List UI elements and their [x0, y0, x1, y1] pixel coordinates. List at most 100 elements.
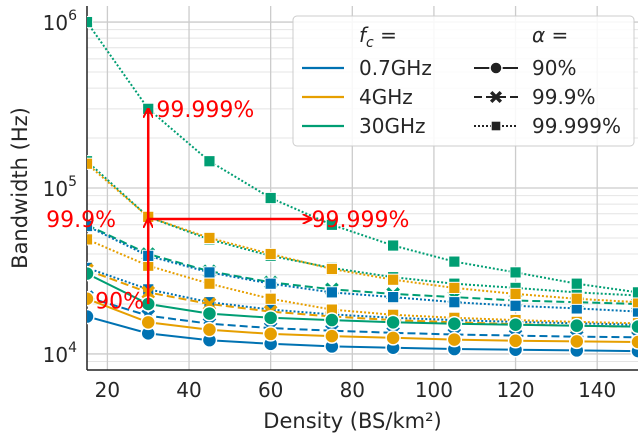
series-line [87, 269, 638, 328]
data-point [387, 239, 400, 252]
data-point [203, 155, 216, 168]
legend-reliability-label: 90% [532, 56, 576, 80]
data-point [264, 191, 277, 205]
data-point [264, 292, 277, 305]
data-point [385, 314, 401, 331]
legend-frequency-label: 4GHz [359, 85, 413, 109]
data-point [385, 330, 401, 346]
data-point [264, 247, 277, 261]
y-tick-base: 10 [43, 11, 68, 35]
y-tick-base: 10 [43, 177, 68, 201]
data-point [87, 233, 94, 246]
data-point [630, 318, 638, 335]
data-point [201, 305, 218, 322]
series-group [87, 15, 638, 359]
data-point [507, 333, 524, 349]
data-point [203, 266, 216, 279]
series-line [87, 297, 638, 343]
legend-box [292, 15, 635, 147]
series [87, 265, 638, 335]
data-point [87, 219, 94, 233]
y-axis-label: Bandwidth (Hz) [8, 107, 32, 269]
y-tick-exponent: 4 [68, 340, 77, 356]
legend-frequency-label: 30GHz [359, 114, 425, 138]
data-point [87, 291, 95, 307]
data-point [570, 292, 583, 305]
legend-reliability-label: 99.999% [532, 114, 621, 138]
annotations: 99.999% 99.9% 99.999% 90% [46, 98, 409, 315]
x-tick-label: 20 [95, 378, 120, 402]
x-tick-label: 80 [340, 378, 365, 402]
data-point [325, 218, 338, 231]
data-point [489, 61, 503, 75]
series [87, 291, 638, 350]
legend: fc = α = 0.7GHz 4GHz 30GHz 90% 99.9% 99.999% [292, 15, 635, 147]
data-point [630, 334, 638, 350]
series-line [87, 266, 638, 326]
y-tick-label: 106 [43, 8, 77, 35]
data-point [325, 262, 338, 276]
data-point [201, 321, 218, 338]
data-point [489, 90, 503, 104]
legend-reliability-label: 99.9% [532, 85, 596, 109]
legend-alpha-header: α = [532, 23, 568, 47]
data-point [324, 312, 340, 328]
annotation-label: 99.9% [46, 208, 116, 233]
data-point [570, 277, 583, 290]
data-point [509, 299, 522, 312]
data-point [509, 266, 522, 279]
y-tick-exponent: 6 [68, 8, 77, 24]
data-point [324, 328, 340, 344]
x-axis-label: Density (BS/km²) [263, 409, 441, 433]
data-point [569, 333, 585, 350]
data-point [325, 286, 338, 299]
data-point [140, 314, 156, 331]
data-point [203, 277, 216, 290]
data-point [87, 265, 95, 282]
legend-fc-symbol: f [359, 23, 369, 47]
x-tick-label: 120 [496, 378, 534, 402]
data-point [448, 281, 461, 294]
data-point [509, 287, 522, 301]
data-point [446, 315, 463, 332]
x-tick-label: 60 [258, 378, 283, 402]
x-tick-label: 100 [415, 378, 453, 402]
data-point [448, 255, 461, 268]
data-point [387, 273, 400, 286]
data-point [490, 120, 502, 132]
y-tick-label: 104 [43, 340, 77, 367]
data-point [387, 291, 400, 304]
series-line [87, 223, 638, 305]
y-tick-base: 10 [43, 343, 68, 367]
annotation-label: 99.999% [156, 98, 254, 123]
data-point [264, 277, 277, 290]
data-point [569, 317, 585, 334]
legend-fc-equals: = [374, 23, 397, 47]
data-point [631, 296, 638, 309]
data-point [87, 15, 94, 29]
data-point [262, 326, 279, 342]
x-tick-label: 140 [578, 378, 616, 402]
y-tick-exponent: 5 [68, 174, 77, 190]
y-tick-label: 105 [43, 174, 77, 201]
series-line [87, 21, 638, 294]
data-point [631, 286, 638, 299]
data-point [262, 310, 279, 326]
x-tick-label: 40 [176, 378, 201, 402]
series-line [87, 272, 638, 328]
data-point [87, 157, 94, 170]
data-point [448, 296, 461, 309]
series-line [87, 315, 638, 353]
series-line [87, 296, 638, 339]
legend-frequency-label: 0.7GHz [359, 56, 432, 80]
data-point [446, 331, 463, 348]
legend-fc-header: fc = [359, 23, 397, 51]
legend-fc-subscript: c [366, 35, 374, 51]
annotation-label: 99.999% [311, 208, 409, 233]
data-point [631, 305, 638, 318]
series-line [87, 163, 638, 304]
annotation-label: 90% [95, 289, 144, 314]
data-point [203, 231, 216, 245]
series-line [87, 160, 638, 297]
